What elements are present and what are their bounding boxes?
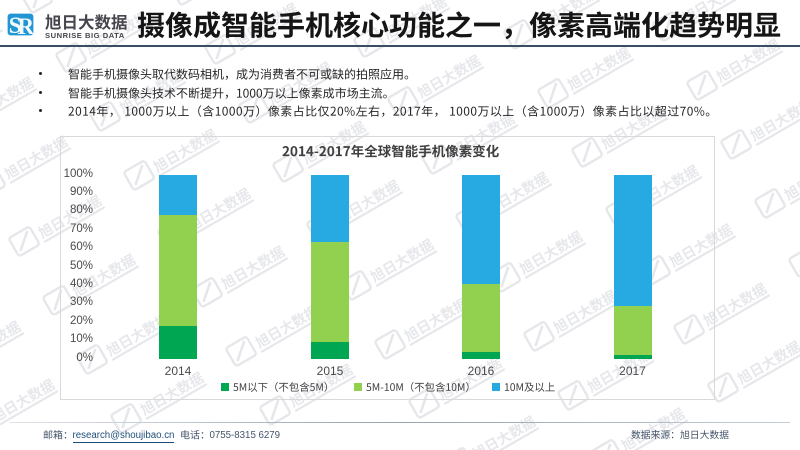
svg-text:R: R — [18, 14, 35, 36]
svg-text:S: S — [9, 13, 22, 36]
